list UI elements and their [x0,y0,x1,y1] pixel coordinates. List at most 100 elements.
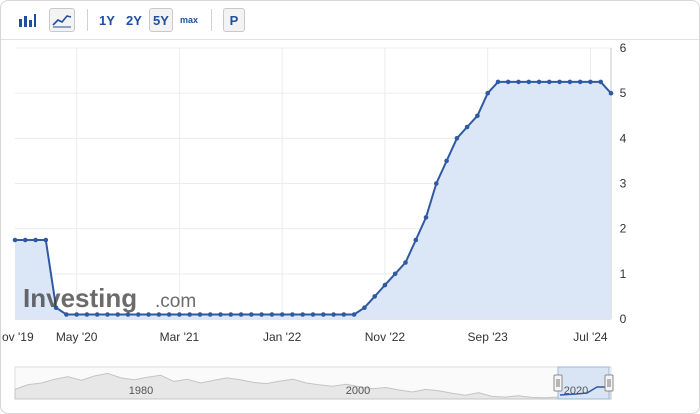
data-point [485,90,491,96]
data-point [351,312,357,317]
watermark-word: Investing [23,283,137,313]
data-point [12,237,18,243]
data-point [53,305,59,311]
data-point [290,312,295,317]
toolbar-divider [87,9,88,31]
data-point [598,79,603,85]
y-tick-label: 2 [620,222,627,236]
y-tick-label: 3 [620,177,627,191]
watermark-suffix: .com [155,291,196,312]
data-point [74,312,79,317]
data-point [577,79,583,85]
series-area [15,81,611,320]
data-point [177,312,182,317]
data-point [392,271,398,277]
data-point [444,158,449,164]
x-tick-label: Sep '23 [468,330,509,344]
data-point [495,79,501,85]
navigator-handle-right[interactable] [604,374,614,392]
data-point [557,79,562,85]
x-tick-label: Mar '21 [160,330,200,344]
data-point [413,237,419,243]
data-point [321,312,326,317]
data-point [187,312,192,317]
data-point [526,79,532,85]
data-point [125,312,131,317]
data-point [300,312,306,317]
x-tick-label: Jan '22 [263,330,302,344]
data-point [105,312,110,317]
data-point [64,312,69,317]
data-point [608,90,614,96]
data-point [166,312,172,317]
investing-watermark: Investing .com [23,283,196,313]
y-tick-label: 0 [620,312,627,326]
navigator-history [14,372,612,400]
x-tick-label: Jul '24 [573,330,608,344]
data-point [269,312,275,317]
x-axis-ticks: ov '19 May '20 Mar '21 Jan '22 Nov '22 Sep '2… [2,330,608,344]
y-tick-label: 6 [620,41,627,55]
data-point [249,312,254,317]
p-button[interactable]: P [223,8,245,32]
data-point [207,312,213,317]
data-point [588,79,593,85]
data-point [218,312,223,317]
range-max-button[interactable]: max [179,15,198,25]
data-point [310,312,316,317]
y-tick-label: 5 [620,86,627,100]
toolbar-divider-line [1,39,699,40]
range-navigator[interactable]: 1980 2000 2020 [14,366,614,400]
area-chart-icon[interactable] [49,8,75,32]
data-point [115,312,121,317]
data-point [279,312,285,317]
data-point [156,312,162,317]
data-point [362,305,367,311]
data-point [516,79,521,85]
range-5y-button[interactable]: 5Y [149,8,173,32]
data-point [341,312,347,317]
navigator-handle-left[interactable] [553,374,563,392]
data-point [567,79,573,85]
bar-chart-icon[interactable] [15,8,39,32]
data-point [146,312,151,317]
data-point [259,312,264,317]
data-point [43,237,49,243]
navigator-year-label: 2020 [564,385,588,397]
data-point [475,113,480,119]
data-point [331,312,336,317]
navigator-year-label: 2000 [346,385,370,397]
data-point [197,312,203,317]
data-point [94,312,100,317]
x-tick-label: ov '19 [2,330,34,344]
data-point [505,79,511,85]
x-tick-label: Nov '22 [365,330,406,344]
data-point [547,79,552,85]
y-tick-label: 4 [620,131,627,145]
y-tick-label: 1 [620,267,627,281]
data-point [464,124,470,130]
x-tick-label: May '20 [56,330,98,344]
data-point [454,136,460,141]
data-point [33,237,38,243]
data-point [23,237,28,243]
data-point [403,260,408,265]
data-point [372,294,378,299]
series-markers [12,79,614,317]
data-point [382,282,388,288]
data-point [136,312,141,317]
y-axis-ticks: 0 1 2 3 4 5 6 [620,41,627,326]
navigator-selection-line [559,386,607,396]
data-point [238,312,244,317]
range-2y-button[interactable]: 2Y [126,12,142,28]
navigator-year-label: 1980 [129,385,153,397]
data-point [536,79,542,85]
data-point [84,312,90,317]
range-1y-button[interactable]: 1Y [99,12,115,28]
chart-toolbar: 1Y 2Y 5Y max P [1,1,699,39]
data-point [423,215,429,220]
data-point [434,181,439,186]
toolbar-divider [211,9,212,31]
